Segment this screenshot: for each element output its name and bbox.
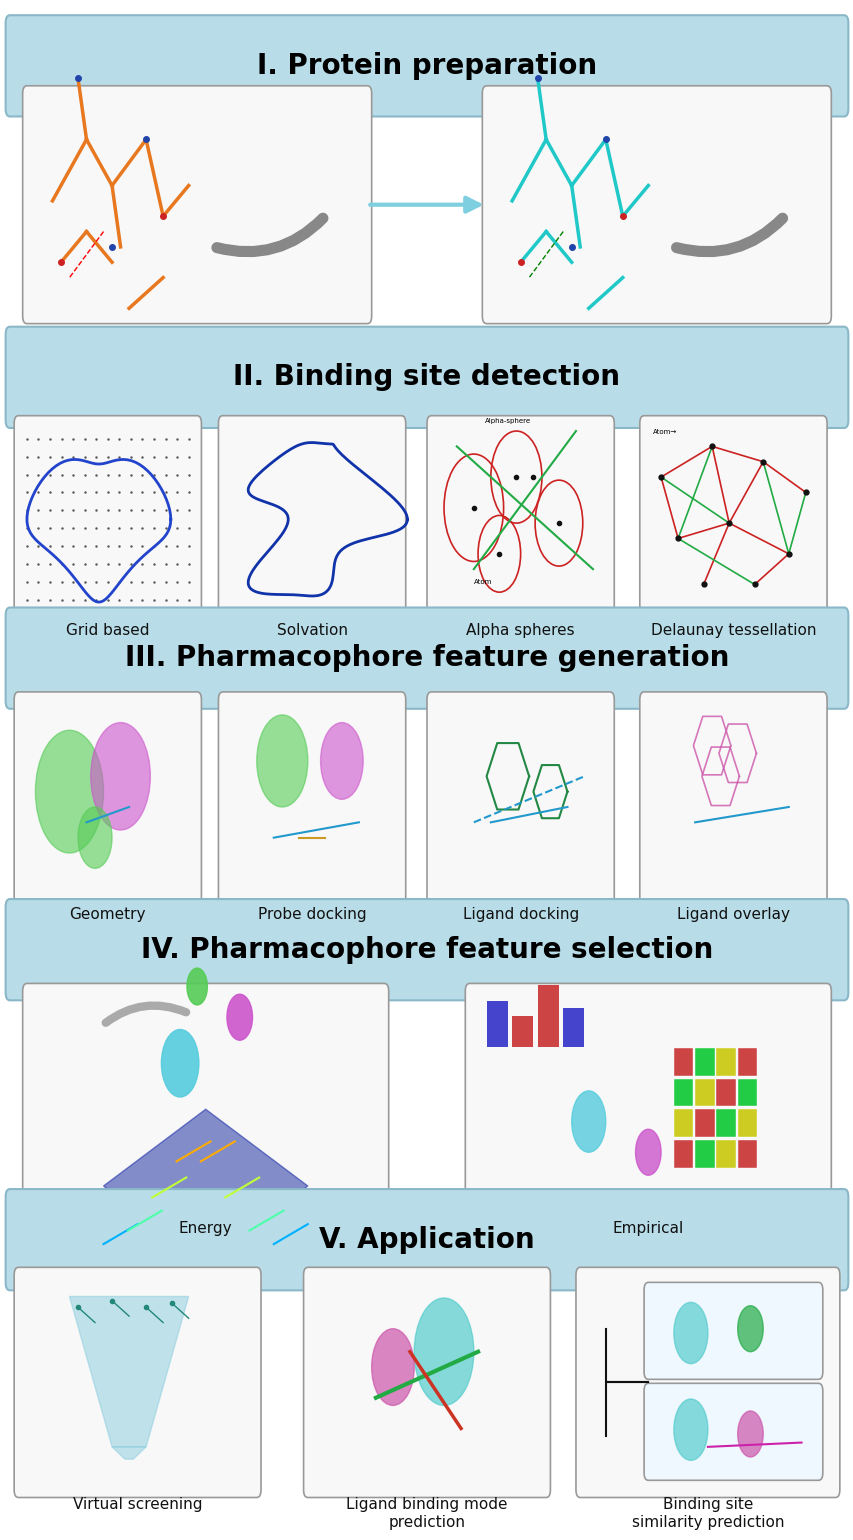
Circle shape [227,995,252,1040]
FancyBboxPatch shape [23,984,388,1221]
FancyBboxPatch shape [643,1283,821,1380]
FancyBboxPatch shape [15,416,201,622]
FancyBboxPatch shape [218,416,405,622]
FancyBboxPatch shape [639,416,826,622]
Bar [673,1078,693,1106]
Circle shape [737,1411,763,1457]
Text: Alpha spheres: Alpha spheres [466,622,574,638]
Circle shape [90,722,150,830]
Text: Empirical: Empirical [612,1221,683,1237]
Text: Atom→: Atom→ [652,430,676,436]
Bar [737,1109,757,1137]
Bar [486,1001,508,1047]
FancyArrowPatch shape [106,1006,186,1023]
FancyArrowPatch shape [217,219,322,251]
Text: IV. Pharmacophore feature selection: IV. Pharmacophore feature selection [141,936,712,964]
Circle shape [35,730,103,853]
FancyBboxPatch shape [6,1189,847,1291]
Circle shape [161,1029,199,1096]
Text: Binding site
similarity prediction: Binding site similarity prediction [631,1497,783,1529]
FancyBboxPatch shape [6,899,847,1001]
FancyBboxPatch shape [218,691,405,907]
Bar [737,1140,757,1167]
Circle shape [673,1303,707,1364]
FancyArrowPatch shape [676,219,781,251]
FancyBboxPatch shape [6,326,847,428]
Bar [673,1049,693,1075]
Text: Grid based: Grid based [66,622,149,638]
FancyBboxPatch shape [23,86,371,323]
Text: Ligand overlay: Ligand overlay [676,907,789,922]
Text: Delaunay tessellation: Delaunay tessellation [650,622,815,638]
FancyBboxPatch shape [639,691,826,907]
Circle shape [320,722,363,799]
Circle shape [414,1298,473,1406]
Bar [537,986,558,1047]
Circle shape [187,969,207,1006]
Text: Probe docking: Probe docking [258,907,366,922]
Bar [737,1078,757,1106]
Bar [716,1109,735,1137]
Text: Alpha-sphere: Alpha-sphere [485,419,531,425]
Text: Geometry: Geometry [69,907,146,922]
Text: Ligand docking: Ligand docking [462,907,578,922]
FancyBboxPatch shape [575,1267,838,1497]
Bar [694,1078,714,1106]
Text: V. Application: V. Application [319,1226,534,1254]
Bar [716,1078,735,1106]
Bar [512,1016,533,1047]
Text: Virtual screening: Virtual screening [73,1497,202,1512]
Circle shape [371,1329,414,1406]
Circle shape [571,1090,605,1152]
Text: Atom: Atom [473,579,491,585]
Bar [694,1109,714,1137]
Circle shape [78,807,112,869]
FancyBboxPatch shape [426,416,613,622]
Bar [562,1009,583,1047]
Circle shape [257,715,307,807]
Bar [716,1049,735,1075]
FancyBboxPatch shape [6,15,847,117]
FancyBboxPatch shape [482,86,830,323]
Bar [673,1109,693,1137]
Bar [694,1049,714,1075]
FancyBboxPatch shape [303,1267,550,1497]
Polygon shape [112,1448,146,1458]
Text: I. Protein preparation: I. Protein preparation [257,52,596,80]
Bar [716,1140,735,1167]
Circle shape [673,1398,707,1460]
FancyBboxPatch shape [15,691,201,907]
FancyBboxPatch shape [465,984,830,1221]
Text: Energy: Energy [178,1221,232,1237]
FancyBboxPatch shape [643,1383,821,1480]
Bar [737,1049,757,1075]
Text: III. Pharmacophore feature generation: III. Pharmacophore feature generation [125,644,728,671]
Bar [694,1140,714,1167]
FancyBboxPatch shape [15,1267,261,1497]
Text: II. Binding site detection: II. Binding site detection [233,363,620,391]
Text: Solvation: Solvation [276,622,347,638]
FancyBboxPatch shape [6,607,847,708]
Circle shape [635,1129,660,1175]
Polygon shape [103,1109,307,1263]
Text: Ligand binding mode
prediction: Ligand binding mode prediction [345,1497,508,1529]
Bar [673,1140,693,1167]
Circle shape [737,1306,763,1352]
Polygon shape [69,1297,189,1448]
FancyBboxPatch shape [426,691,613,907]
